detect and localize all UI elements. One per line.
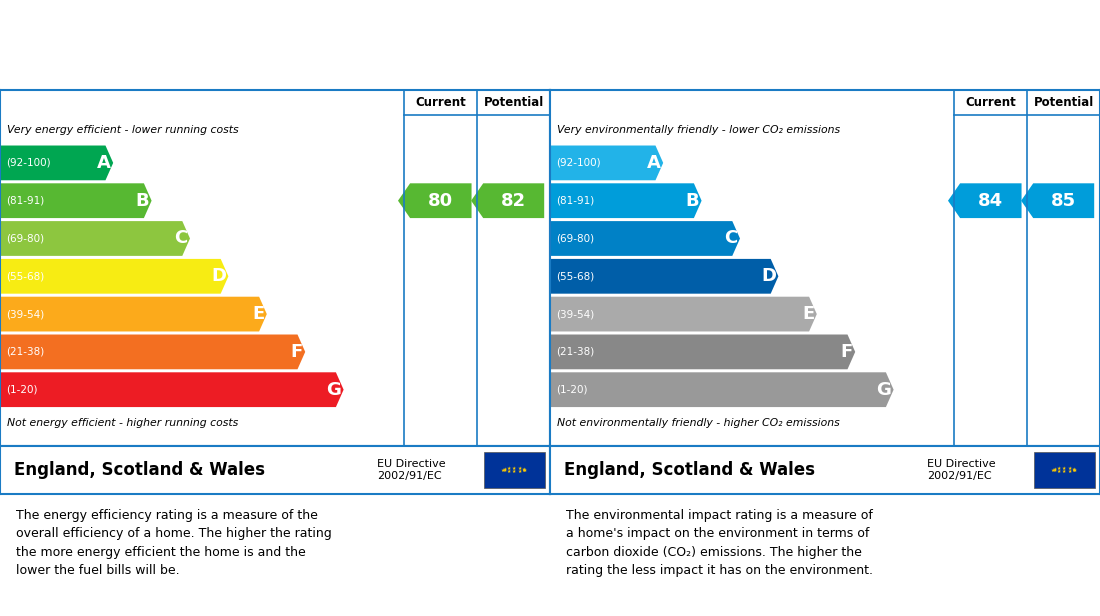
Text: D: D <box>211 267 227 285</box>
Polygon shape <box>948 184 1022 218</box>
Text: England, Scotland & Wales: England, Scotland & Wales <box>563 461 815 479</box>
Text: A: A <box>647 154 661 172</box>
Text: ★: ★ <box>1068 469 1071 474</box>
Text: Very energy efficient - lower running costs: Very energy efficient - lower running co… <box>7 124 239 134</box>
Text: (1-20): (1-20) <box>557 384 588 395</box>
Text: (92-100): (92-100) <box>7 158 52 168</box>
Text: ★: ★ <box>1063 469 1066 474</box>
Text: The energy efficiency rating is a measure of the
overall efficiency of a home. T: The energy efficiency rating is a measur… <box>16 509 332 577</box>
Text: E: E <box>802 305 814 323</box>
Polygon shape <box>0 145 113 180</box>
Text: C: C <box>725 230 738 248</box>
Polygon shape <box>398 184 472 218</box>
Polygon shape <box>550 372 893 407</box>
Text: 84: 84 <box>978 192 1003 209</box>
Polygon shape <box>550 145 663 180</box>
Polygon shape <box>0 372 343 407</box>
Text: (81-91): (81-91) <box>7 196 45 206</box>
Text: ★: ★ <box>518 469 521 474</box>
Text: Environmental Impact (CO₂) Rating: Environmental Impact (CO₂) Rating <box>560 62 931 81</box>
Polygon shape <box>0 297 267 331</box>
Text: (81-91): (81-91) <box>557 196 595 206</box>
Text: ★: ★ <box>1057 466 1060 471</box>
Text: A: A <box>97 154 111 172</box>
Text: (39-54): (39-54) <box>557 309 595 319</box>
Text: F: F <box>290 343 303 361</box>
Polygon shape <box>550 221 740 256</box>
Text: EU Directive
2002/91/EC: EU Directive 2002/91/EC <box>926 459 996 481</box>
Bar <box>1034 452 1094 488</box>
Polygon shape <box>471 184 544 218</box>
Text: G: G <box>327 381 341 399</box>
Text: ★: ★ <box>1057 469 1060 474</box>
Text: (69-80): (69-80) <box>557 233 595 243</box>
Text: (69-80): (69-80) <box>7 233 45 243</box>
Text: (55-68): (55-68) <box>7 271 45 282</box>
Bar <box>484 452 544 488</box>
Text: ★: ★ <box>1063 466 1066 471</box>
Text: C: C <box>175 230 188 248</box>
Text: ★: ★ <box>518 466 521 471</box>
Text: Current: Current <box>416 96 466 109</box>
Text: Very environmentally friendly - lower CO₂ emissions: Very environmentally friendly - lower CO… <box>557 124 839 134</box>
Polygon shape <box>550 184 702 218</box>
Text: ★: ★ <box>513 466 516 471</box>
Polygon shape <box>1021 184 1094 218</box>
Text: Potential: Potential <box>1034 96 1093 109</box>
Text: ★: ★ <box>1053 468 1057 473</box>
Text: ★: ★ <box>1068 466 1071 471</box>
Polygon shape <box>550 334 855 369</box>
Text: ★: ★ <box>1074 468 1077 472</box>
Text: (1-20): (1-20) <box>7 384 39 395</box>
Polygon shape <box>0 221 190 256</box>
Text: The environmental impact rating is a measure of
a home's impact on the environme: The environmental impact rating is a mea… <box>566 509 873 577</box>
Text: Current: Current <box>966 96 1016 109</box>
Text: B: B <box>135 192 150 209</box>
Text: ★: ★ <box>524 468 527 472</box>
Text: ★: ★ <box>1052 468 1055 472</box>
Text: (55-68): (55-68) <box>557 271 595 282</box>
Text: ★: ★ <box>503 468 507 473</box>
Text: B: B <box>685 192 700 209</box>
Text: 85: 85 <box>1052 192 1076 209</box>
Text: D: D <box>761 267 777 285</box>
Text: ★: ★ <box>513 469 516 474</box>
Polygon shape <box>0 334 305 369</box>
Text: E: E <box>252 305 264 323</box>
Text: Energy Efficiency Rating: Energy Efficiency Rating <box>10 62 268 81</box>
Text: ★: ★ <box>1071 467 1076 472</box>
Text: (21-38): (21-38) <box>7 347 45 357</box>
Text: Potential: Potential <box>484 96 543 109</box>
Polygon shape <box>0 184 152 218</box>
Polygon shape <box>550 297 817 331</box>
Text: EU Directive
2002/91/EC: EU Directive 2002/91/EC <box>376 459 446 481</box>
Text: (92-100): (92-100) <box>557 158 602 168</box>
Text: ★: ★ <box>507 469 510 474</box>
Text: F: F <box>840 343 852 361</box>
Text: Not environmentally friendly - higher CO₂ emissions: Not environmentally friendly - higher CO… <box>557 418 839 428</box>
Text: ★: ★ <box>1053 467 1057 472</box>
Polygon shape <box>0 259 229 294</box>
Polygon shape <box>550 259 779 294</box>
Text: G: G <box>877 381 891 399</box>
Text: 80: 80 <box>428 192 453 209</box>
Text: 82: 82 <box>502 192 526 209</box>
Text: ★: ★ <box>503 467 507 472</box>
Text: (39-54): (39-54) <box>7 309 45 319</box>
Text: ★: ★ <box>1071 468 1076 473</box>
Text: ★: ★ <box>521 468 526 473</box>
Text: ★: ★ <box>502 468 505 472</box>
Text: England, Scotland & Wales: England, Scotland & Wales <box>13 461 265 479</box>
Text: ★: ★ <box>507 466 510 471</box>
Text: Not energy efficient - higher running costs: Not energy efficient - higher running co… <box>7 418 238 428</box>
Text: ★: ★ <box>521 467 526 472</box>
Text: (21-38): (21-38) <box>557 347 595 357</box>
